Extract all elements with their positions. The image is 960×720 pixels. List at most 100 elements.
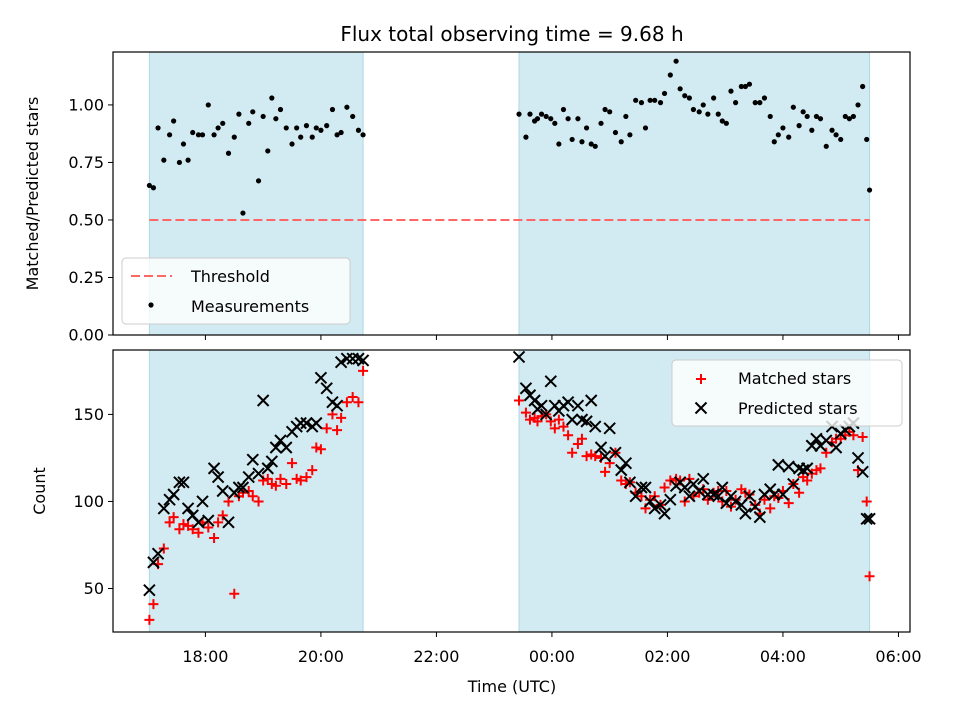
legend-box <box>671 359 903 427</box>
measurement-point <box>817 116 824 122</box>
measurement-point <box>334 132 340 138</box>
measurement-point <box>705 111 711 117</box>
measurement-point <box>548 116 554 122</box>
x-tick-label: 20:00 <box>298 647 344 666</box>
measurement-point <box>677 86 683 92</box>
measurement-point <box>833 132 839 138</box>
measurement-point <box>355 127 362 133</box>
matched-point <box>275 473 286 484</box>
measurement-point <box>700 102 706 108</box>
observing-window-2 <box>518 51 871 336</box>
predicted-point <box>800 462 814 475</box>
predicted-point <box>294 416 307 430</box>
predicted-point <box>571 399 585 412</box>
measurement-point <box>673 58 679 64</box>
matched-point <box>253 496 264 507</box>
predicted-point <box>346 352 359 365</box>
series-predicted-stars <box>143 350 876 597</box>
measurement-point <box>289 141 295 147</box>
matched-point <box>168 512 179 523</box>
measurement-point <box>199 132 206 138</box>
measurement-point <box>746 81 753 87</box>
measurement-point <box>190 129 196 136</box>
predicted-point <box>820 434 833 447</box>
predicted-point <box>356 354 370 367</box>
predicted-point <box>252 467 265 480</box>
predicted-point <box>261 462 274 475</box>
predicted-point <box>580 415 593 428</box>
legend-label-matched: Matched stars <box>738 369 851 388</box>
y-tick-label: 0.00 <box>68 326 104 345</box>
predicted-point <box>280 441 293 454</box>
matched-point <box>193 527 204 538</box>
predicted-point <box>729 495 742 508</box>
measurement-point <box>752 100 758 106</box>
matched-point <box>765 503 776 514</box>
measurement-point <box>767 113 773 120</box>
matched-point <box>174 524 185 535</box>
matched-point <box>341 397 352 408</box>
measurement-point <box>855 102 861 108</box>
legend-box <box>121 257 351 325</box>
predicted-point <box>749 500 762 513</box>
measurement-point <box>638 100 645 106</box>
measurement-point <box>715 111 721 117</box>
measurement-point <box>623 113 629 120</box>
measurement-point <box>657 100 664 106</box>
predicted-point <box>776 488 790 501</box>
matched-point <box>524 414 535 425</box>
predicted-point <box>207 462 221 475</box>
legend: Threshold Measurements <box>121 257 351 325</box>
measurement-point <box>260 113 266 120</box>
y-tick-label: 1.00 <box>68 95 104 114</box>
matched-point <box>750 499 761 510</box>
matched-point <box>572 439 583 449</box>
predicted-point <box>181 502 195 515</box>
measurement-point <box>269 95 275 101</box>
chart-title: Flux total observing time = 9.68 h <box>340 22 683 46</box>
matched-point <box>864 571 875 582</box>
predicted-point <box>654 498 667 512</box>
predicted-point <box>594 441 608 454</box>
matched-point <box>802 475 813 486</box>
predicted-point <box>863 512 876 526</box>
measurement-point <box>350 113 356 120</box>
matched-point <box>301 472 312 483</box>
measurement-point <box>215 125 221 131</box>
matched-point <box>514 395 525 406</box>
predicted-point <box>202 514 215 527</box>
measurement-point <box>318 127 324 133</box>
measurement-point <box>273 116 279 122</box>
measurement-point <box>150 185 157 191</box>
matched-point <box>567 447 578 458</box>
legend-measurements-swatch <box>148 302 154 308</box>
y-tick-label: 50 <box>84 579 104 598</box>
matched-point <box>332 425 343 436</box>
matched-point <box>203 522 214 533</box>
matched-point <box>295 475 306 486</box>
measurement-point <box>618 139 624 145</box>
measurement-point <box>711 95 717 101</box>
measurement-point <box>180 141 187 147</box>
predicted-point <box>216 484 229 498</box>
predicted-point <box>629 490 642 503</box>
predicted-point <box>609 446 622 459</box>
measurement-point <box>283 125 289 131</box>
measurement-point <box>838 136 844 143</box>
predicted-point <box>692 484 706 498</box>
predicted-point <box>787 477 800 491</box>
predicted-point <box>246 453 259 466</box>
predicted-point <box>147 556 160 569</box>
predicted-point <box>242 470 255 484</box>
x-tick-label: 06:00 <box>875 647 921 666</box>
matched-point <box>270 480 281 491</box>
predicted-point <box>851 451 865 465</box>
measurement-point <box>166 132 173 138</box>
predicted-point <box>664 493 677 506</box>
matched-point <box>281 479 292 490</box>
measurement-point <box>742 83 749 90</box>
measurement-point <box>225 150 232 156</box>
measurement-point <box>607 109 613 115</box>
measurement-point <box>728 88 734 94</box>
